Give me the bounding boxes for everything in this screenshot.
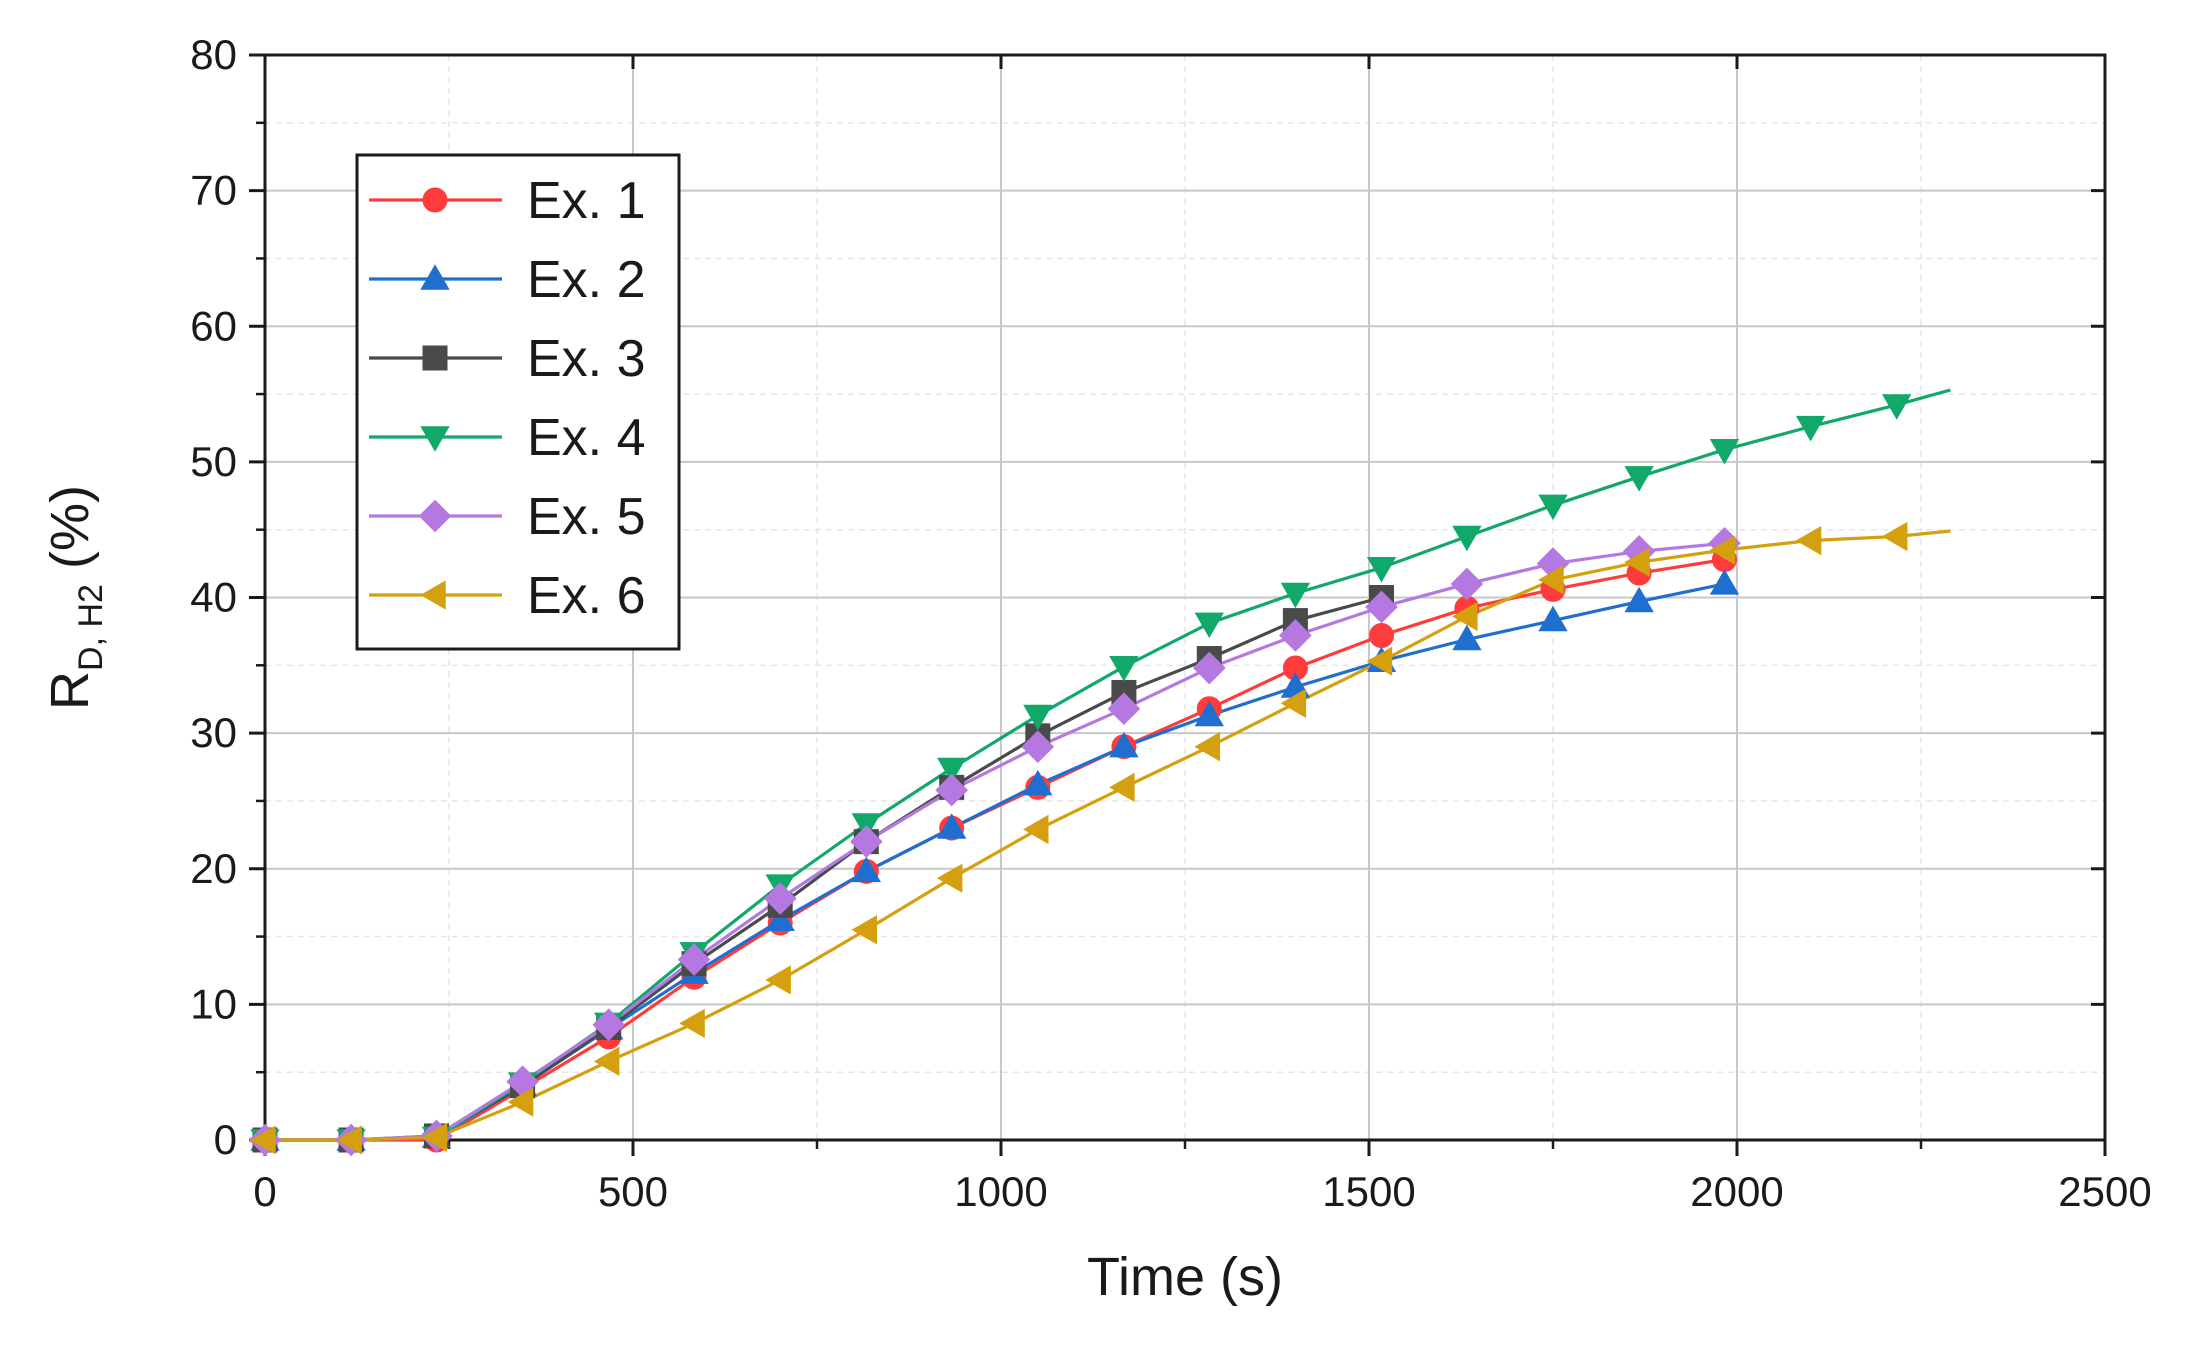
data-point-ex-4 <box>1109 655 1139 682</box>
data-point-ex-6 <box>851 915 878 945</box>
data-point-ex-2 <box>1023 769 1053 796</box>
data-point-ex-4 <box>1538 494 1568 521</box>
data-point-ex-6 <box>1109 772 1135 803</box>
legend-box <box>355 153 681 651</box>
data-point-ex-2 <box>1452 624 1482 651</box>
y-tick-label: 0 <box>214 1116 237 1163</box>
x-tick-label: 2000 <box>1690 1168 1783 1215</box>
x-tick-label: 1000 <box>954 1168 1047 1215</box>
data-point-ex-6 <box>421 1122 448 1152</box>
legend-marker-ex-2 <box>420 264 450 290</box>
data-point-ex-6 <box>1624 547 1650 577</box>
data-point-ex-5 <box>1450 567 1484 601</box>
data-point-ex-2 <box>937 813 967 839</box>
y-tick-label: 50 <box>190 438 237 485</box>
data-point-ex-5 <box>763 882 797 915</box>
data-point-ex-4 <box>1882 394 1912 420</box>
legend-label: Ex. 3 <box>527 330 646 388</box>
data-point-ex-4 <box>1280 582 1311 609</box>
legend-marker-ex-5 <box>418 499 452 533</box>
y-tick-label: 80 <box>190 31 237 78</box>
data-point-ex-4 <box>1709 438 1740 465</box>
legend-label: Ex. 6 <box>527 567 646 625</box>
axes: 0 500 1000 1500 2000 2500 0 10 20 30 40 50 60 70 80 <box>190 31 2151 1215</box>
data-point-ex-2 <box>1709 569 1740 595</box>
data-point-ex-2 <box>851 856 881 883</box>
data-point-ex-2 <box>765 905 795 931</box>
data-point-ex-5 <box>1279 619 1312 652</box>
y-tick-label: 70 <box>190 167 237 214</box>
y-axis-title-main: R <box>40 671 100 710</box>
series-line-ex-2 <box>265 582 1725 1142</box>
y-axis-title: RD, H2 (%) <box>40 485 110 710</box>
data-point-ex-4 <box>1452 525 1482 552</box>
data-point-ex-5 <box>592 1008 626 1042</box>
legend-label: Ex. 1 <box>527 172 646 230</box>
legend-marker-ex-4 <box>420 426 450 452</box>
x-tick-label: 2500 <box>2058 1168 2151 1215</box>
y-tick-label: 30 <box>190 709 237 756</box>
data-point-ex-4 <box>1194 612 1224 639</box>
data-point-ex-6 <box>250 1125 276 1155</box>
data-point-ex-6 <box>593 1046 620 1077</box>
data-point-ex-6 <box>1709 535 1736 565</box>
grid-lines <box>265 55 2105 1140</box>
data-point-ex-6 <box>679 1008 705 1039</box>
data-point-ex-2 <box>1194 700 1224 727</box>
y-tick-label: 10 <box>190 980 237 1027</box>
data-point-ex-2 <box>1538 605 1568 632</box>
x-tick-label: 0 <box>253 1168 276 1215</box>
y-axis-title-unit: (%) <box>40 485 100 584</box>
data-point-ex-6 <box>1022 814 1049 845</box>
data-point-ex-6 <box>1881 521 1908 552</box>
data-point-ex-5 <box>1021 730 1055 763</box>
data-markers <box>248 394 1912 1157</box>
y-tick-label: 20 <box>190 845 237 892</box>
data-point-ex-5 <box>850 825 883 858</box>
data-point-ex-4 <box>1795 415 1826 442</box>
axis-titles: Time (s) RD, H2 (%) <box>40 485 1283 1307</box>
x-tick-label: 1500 <box>1322 1168 1415 1215</box>
data-point-ex-4 <box>1624 466 1654 492</box>
data-point-ex-6 <box>1366 646 1393 676</box>
y-axis-title-subscript: D, H2 <box>72 584 110 671</box>
data-point-ex-5 <box>677 943 711 976</box>
data-point-ex-6 <box>1194 732 1220 762</box>
data-point-ex-6 <box>1452 601 1478 632</box>
y-tick-label: 60 <box>190 302 237 349</box>
data-point-ex-6 <box>1795 525 1822 556</box>
data-point-ex-5 <box>1365 590 1398 624</box>
legend-marker-ex-1 <box>422 187 448 213</box>
data-point-ex-5 <box>1192 651 1226 685</box>
legend: Ex. 1 Ex. 2 Ex. 3 Ex. 4 Ex. 5 Ex. 6 <box>355 153 681 651</box>
data-point-ex-2 <box>1109 731 1139 758</box>
data-point-ex-4 <box>1366 556 1397 583</box>
data-point-ex-6 <box>507 1087 534 1117</box>
data-point-ex-2 <box>1624 586 1654 613</box>
data-point-ex-6 <box>336 1125 362 1155</box>
series-line-ex-5 <box>265 541 1725 1142</box>
legend-marker-ex-6 <box>420 580 446 610</box>
legend-marker-ex-3 <box>422 345 448 371</box>
legend-label: Ex. 2 <box>527 251 646 309</box>
data-point-ex-5 <box>1107 692 1141 726</box>
data-point-ex-6 <box>936 863 963 893</box>
x-tick-label: 500 <box>598 1168 668 1215</box>
data-point-ex-4 <box>937 757 967 784</box>
legend-label: Ex. 4 <box>527 409 646 467</box>
data-point-ex-1 <box>1369 622 1395 648</box>
x-axis-title: Time (s) <box>1087 1247 1283 1307</box>
data-point-ex-4 <box>1023 704 1053 731</box>
legend-label: Ex. 5 <box>527 488 646 546</box>
data-point-ex-5 <box>935 773 968 807</box>
data-point-ex-6 <box>1280 688 1307 718</box>
data-point-ex-6 <box>1538 565 1564 595</box>
data-point-ex-6 <box>765 965 791 995</box>
y-tick-label: 40 <box>190 574 237 621</box>
